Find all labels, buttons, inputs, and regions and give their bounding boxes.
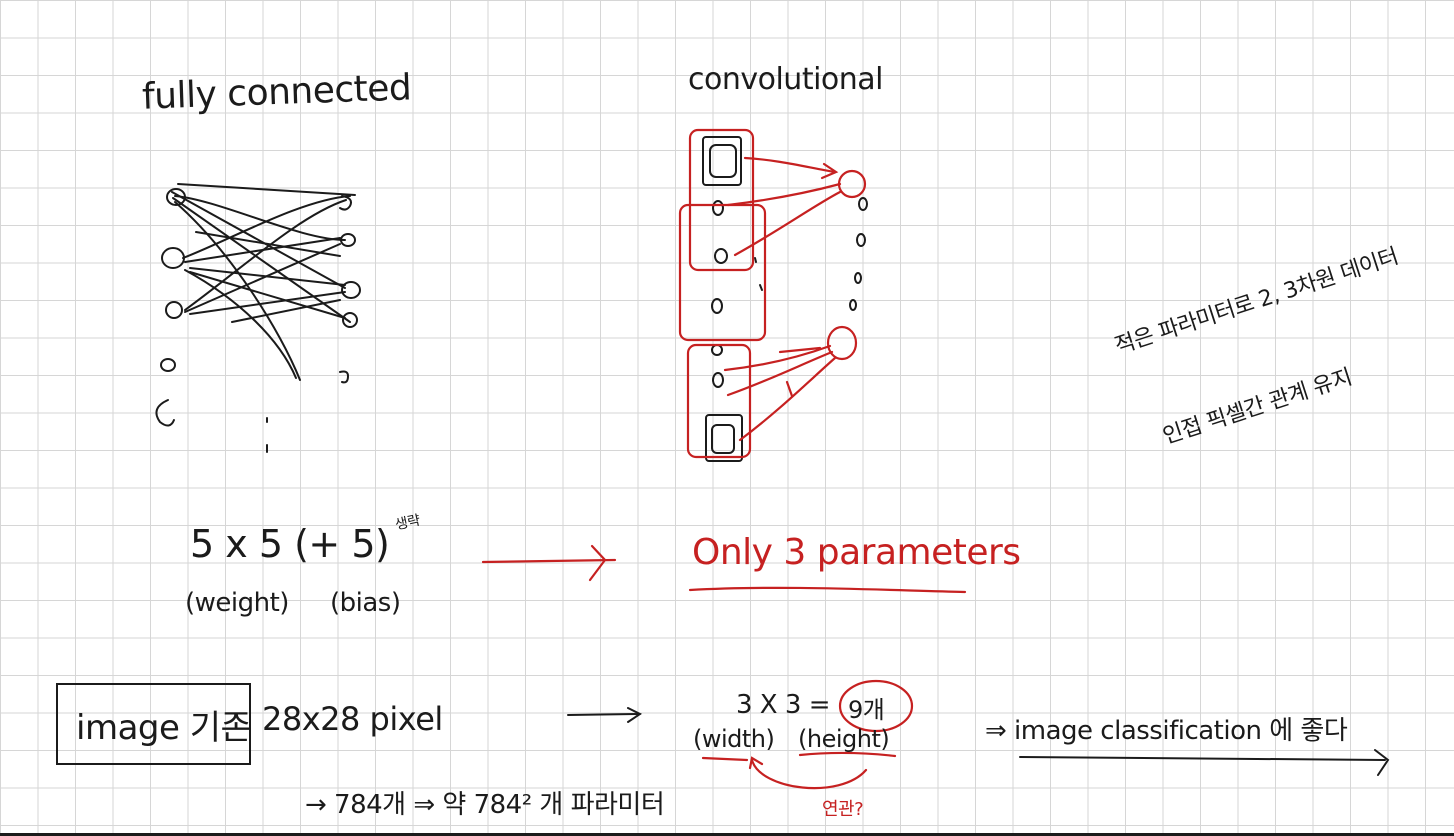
fc-connection: [195, 231, 341, 257]
conv-arrow: [726, 350, 834, 397]
conv-arrow: [733, 190, 842, 257]
fc-input-node: [161, 247, 185, 269]
params-arrow: [481, 558, 617, 564]
fc-connection: [182, 195, 351, 259]
only-params-underline: [688, 586, 967, 594]
bias-label: (bias): [330, 588, 401, 618]
classification-note: ⇒ image classification 에 좋다: [985, 716, 1348, 746]
fc-connection: [174, 195, 346, 241]
fc-connection: [189, 271, 346, 319]
pixel-size-text: 28x28 pixel: [262, 700, 443, 738]
page-bottom-border: [0, 833, 1454, 836]
kernel-count: 9개: [848, 696, 885, 724]
image-label-box: [56, 683, 251, 765]
fc-output-node: [342, 312, 358, 328]
image-arrow: [567, 713, 641, 716]
fc-input-node: [160, 358, 176, 372]
kernel-count-circle: [838, 679, 914, 733]
convolutional-title: convolutional: [688, 62, 884, 97]
height-label: (height): [798, 725, 890, 753]
conv-output-node: [837, 169, 867, 199]
classification-underline: [1019, 756, 1386, 761]
conv-output-node: [826, 325, 858, 361]
fc-input-node: [165, 301, 183, 319]
fc-params-expression: 5 x 5 (+ 5): [190, 522, 390, 566]
pixel-count-note: → 784개 ⇒ 약 784² 개 파라미터: [305, 790, 665, 820]
weight-label: (weight): [185, 588, 289, 618]
fc-connection: [177, 183, 356, 196]
fc-output-node: [339, 370, 350, 384]
fc-output-node: [341, 281, 361, 299]
conv-arrow: [743, 156, 837, 174]
width-label: (width): [693, 725, 775, 753]
relation-note: 연관?: [822, 799, 864, 820]
fc-input-node: [155, 399, 175, 427]
conv-arrow: [738, 356, 837, 442]
fc-connection: [172, 197, 351, 323]
conv-input-node-boxed: [702, 136, 742, 186]
conv-window-2: [678, 203, 767, 342]
conv-arrow: [723, 344, 832, 372]
conv-window-1: [688, 128, 755, 272]
kernel-expression: 3 X 3 =: [736, 690, 830, 720]
fc-connection: [231, 299, 341, 323]
relation-curve: [750, 758, 868, 790]
fc-connection: [184, 269, 297, 379]
conv-window-3: [686, 343, 752, 459]
image-label: image 기존: [76, 708, 252, 748]
fc-connection: [189, 291, 346, 315]
fc-output-node: [339, 195, 352, 211]
fc-connection: [171, 191, 346, 289]
only-params-text: Only 3 parameters: [692, 532, 1021, 573]
fc-connection: [184, 199, 347, 311]
fc-connection: [184, 243, 341, 313]
conv-arrow: [726, 182, 842, 207]
